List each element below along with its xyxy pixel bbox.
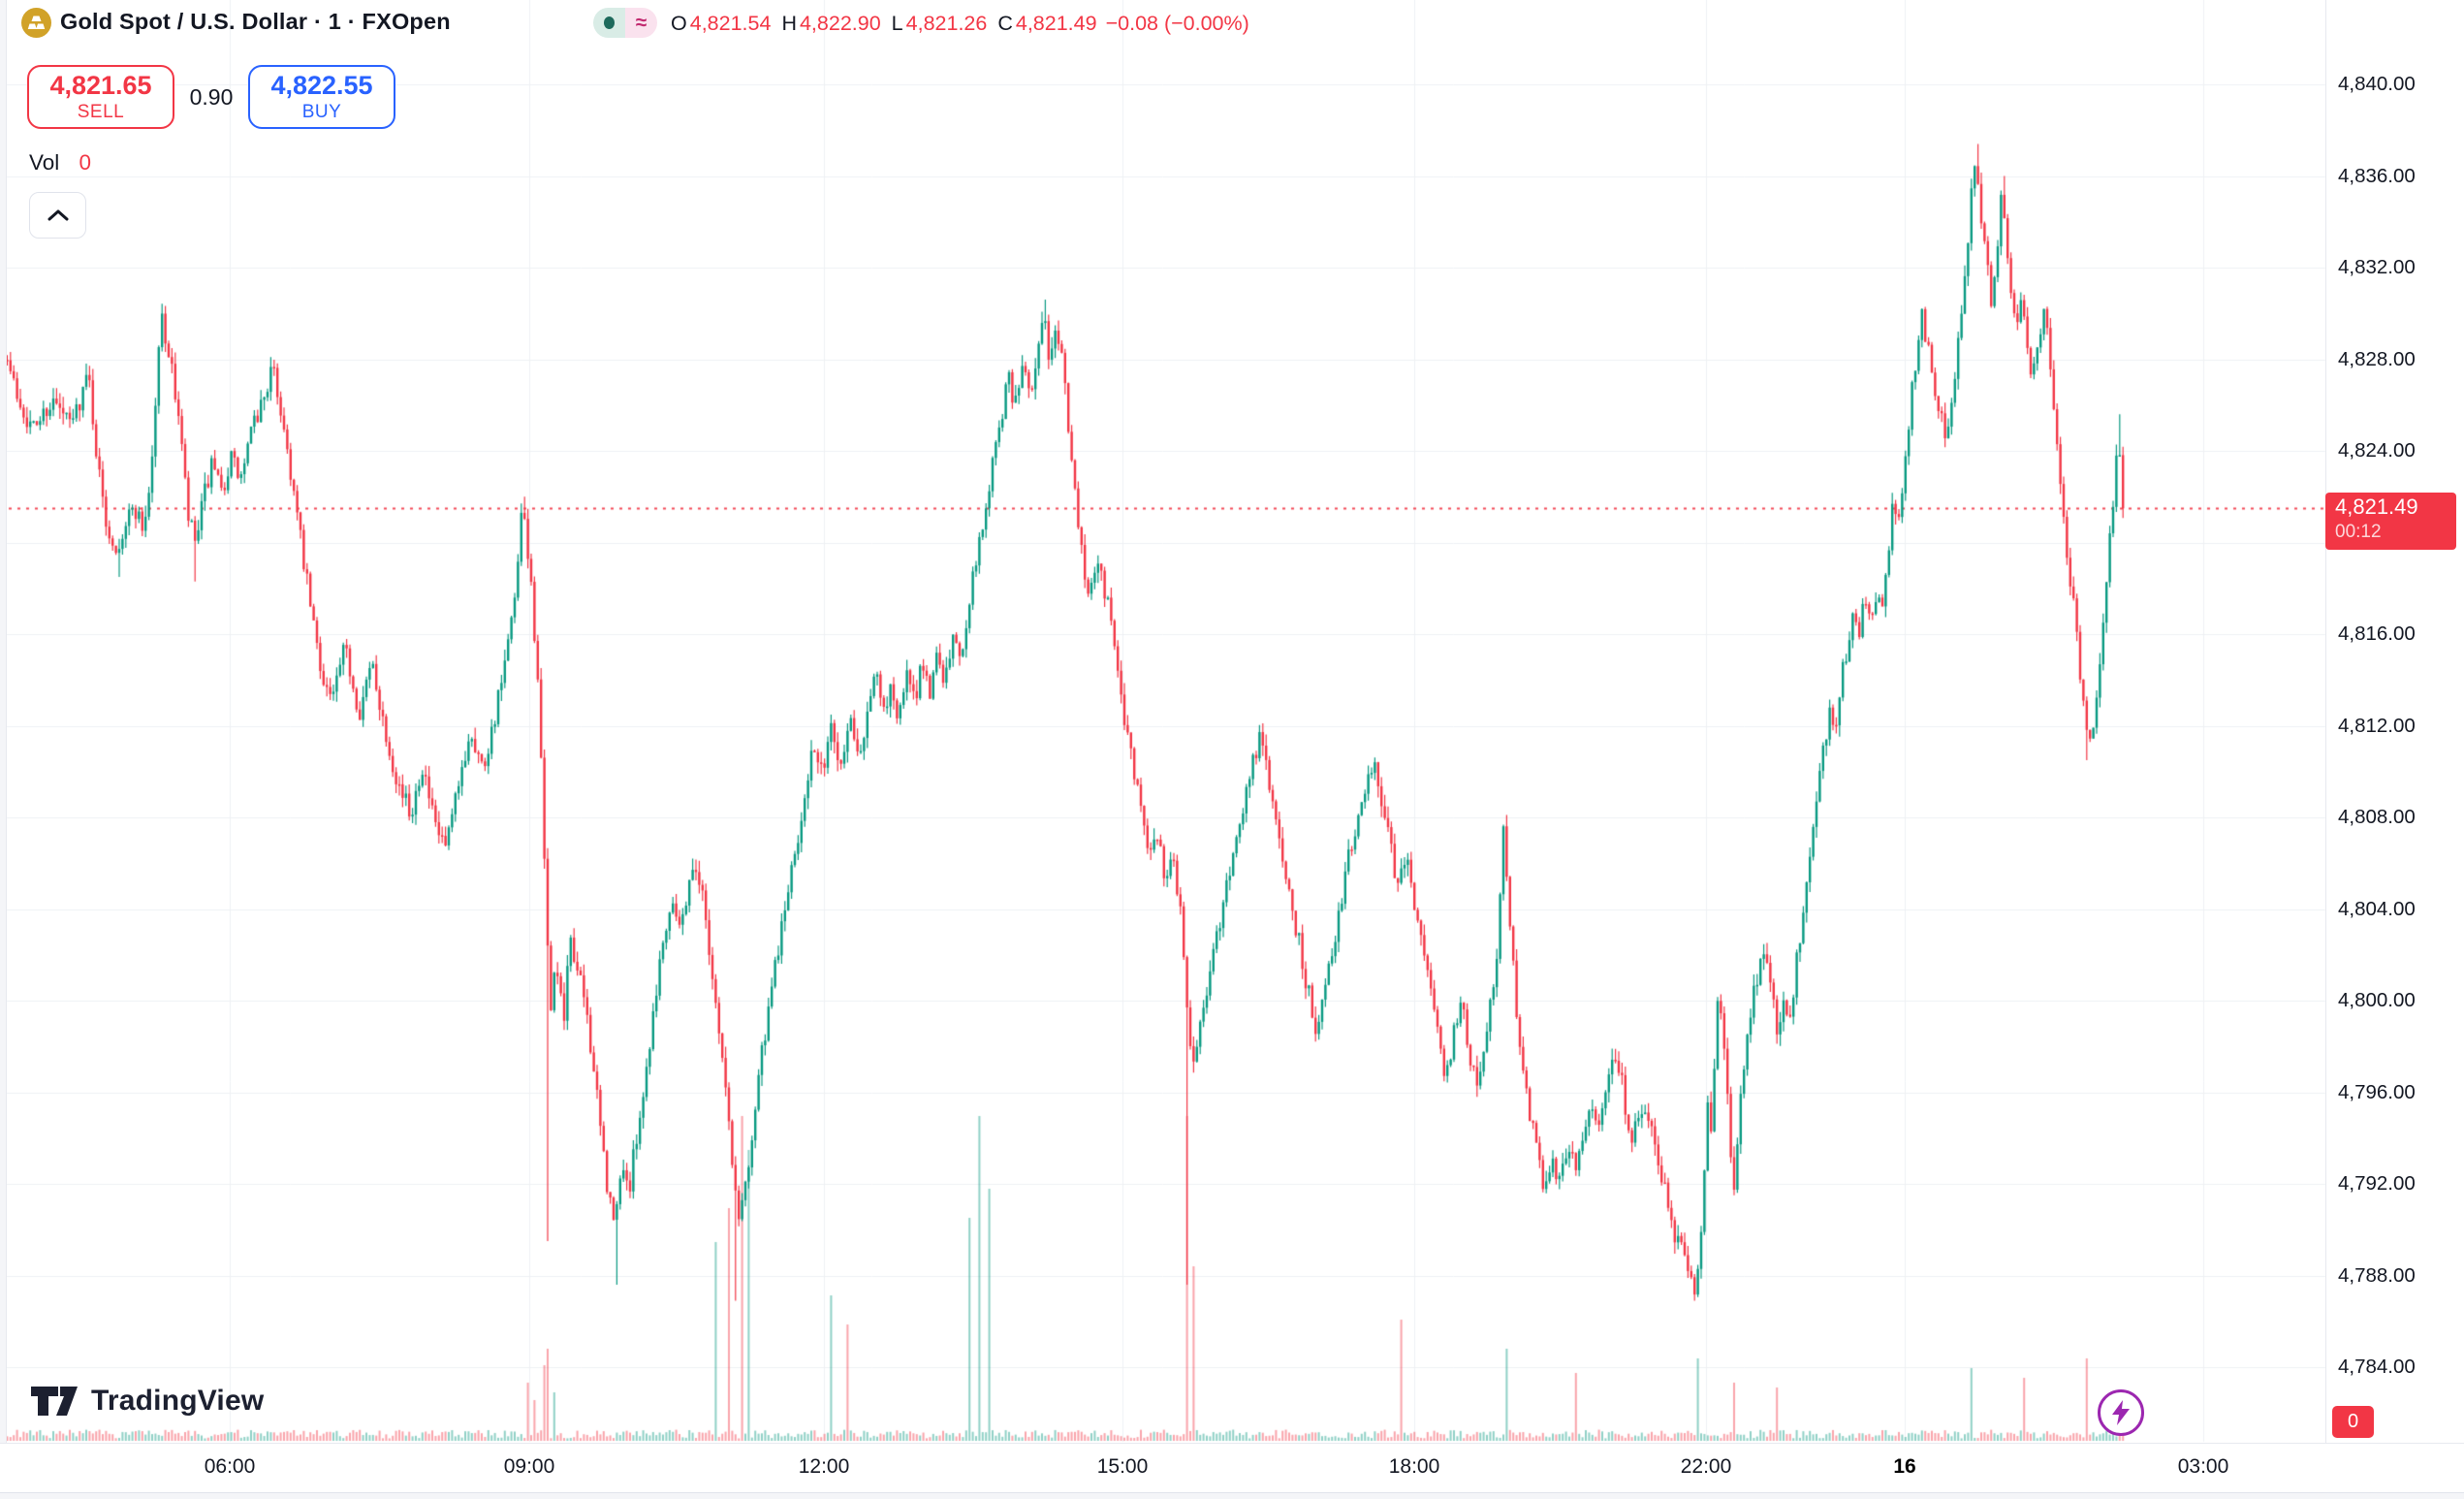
gold-bars-icon [27,16,46,29]
price-axis-label: 4,836.00 [2338,164,2416,187]
last-price-value: 4,821.49 [2335,494,2418,519]
price-axis-label: 4,784.00 [2338,1355,2416,1378]
time-axis-label: 09:00 [503,1455,555,1478]
price-axis-label: 4,828.00 [2338,347,2416,370]
time-axis-label: 16 [1893,1455,1916,1478]
price-axis-label: 4,840.00 [2338,73,2416,95]
spread-value: 0.90 [189,83,234,110]
price-axis-label: 4,832.00 [2338,256,2416,278]
open-value: 4,821.54 [689,12,772,35]
time-axis[interactable]: 06:00 09:00 12:00 15:00 18:00 22:00 16 03:00 [0,1443,2464,1492]
buy-label: BUY [301,101,342,122]
tradingview-logo[interactable]: TradingView [29,1383,264,1419]
price-axis-label: 4,812.00 [2338,714,2416,737]
price-axis-label: 4,816.00 [2338,622,2416,645]
price-axis-label: 4,824.00 [2338,439,2416,462]
low-label: L [891,12,903,35]
close-label: C [997,12,1013,35]
time-axis-label: 12:00 [798,1455,850,1478]
high-value: 4,822.90 [799,12,881,35]
time-axis-label: 22:00 [1680,1455,1732,1478]
market-status-pill: ≈ [593,8,657,38]
market-open-dot-icon [593,8,625,38]
price-axis-label: 4,800.00 [2338,989,2416,1011]
collapse-panel-button[interactable] [29,192,86,239]
symbol-title[interactable]: Gold Spot / U.S. Dollar · 1 · FXOpen [60,9,451,34]
time-axis-label: 06:00 [204,1455,256,1478]
last-price-badge: 4,821.49 00:12 [2325,493,2456,550]
bar-countdown: 00:12 [2335,522,2382,542]
close-value: 4,821.49 [1015,12,1097,35]
ohlc-readout: O 4,821.54 H 4,822.90 L 4,821.26 C 4,821.49 −0.0… [671,12,1252,36]
sell-price: 4,821.65 [49,71,152,101]
change-value: −0.08 (−0.00%) [1105,12,1249,35]
volume-value: 0 [79,150,92,175]
low-value: 4,821.26 [905,12,988,35]
lightning-bolt-icon [2112,1400,2130,1425]
volume-label: Vol [29,150,60,175]
volume-indicator-row: Vol 0 [29,150,91,175]
gold-symbol-icon [21,8,51,38]
price-axis-label: 4,792.00 [2338,1172,2416,1195]
instant-order-button[interactable] [2098,1389,2144,1436]
sell-label: SELL [77,101,125,122]
high-label: H [781,12,797,35]
price-axis[interactable]: 4,840.00 4,836.00 4,832.00 4,828.00 4,824.00… [2325,0,2464,1443]
time-axis-label: 03:00 [2177,1455,2229,1478]
volume-axis-badge: 0 [2332,1406,2374,1438]
delayed-data-icon: ≈ [625,8,657,38]
buy-price: 4,822.55 [270,71,373,101]
price-axis-label: 4,796.00 [2338,1080,2416,1103]
time-axis-label: 15:00 [1096,1455,1149,1478]
price-axis-label: 4,788.00 [2338,1263,2416,1287]
tradingview-logo-text: TradingView [91,1385,265,1417]
open-label: O [671,12,687,35]
price-axis-label: 4,804.00 [2338,897,2416,920]
chevron-up-icon [47,209,68,221]
price-axis-label: 4,808.00 [2338,806,2416,828]
left-edge-strip [0,0,7,1499]
time-axis-label: 18:00 [1388,1455,1440,1478]
bottom-edge-strip [0,1492,2464,1499]
sell-button[interactable]: 4,821.65 SELL [27,65,174,129]
tradingview-mark-icon [31,1387,78,1416]
buy-button[interactable]: 4,822.55 BUY [248,65,395,129]
